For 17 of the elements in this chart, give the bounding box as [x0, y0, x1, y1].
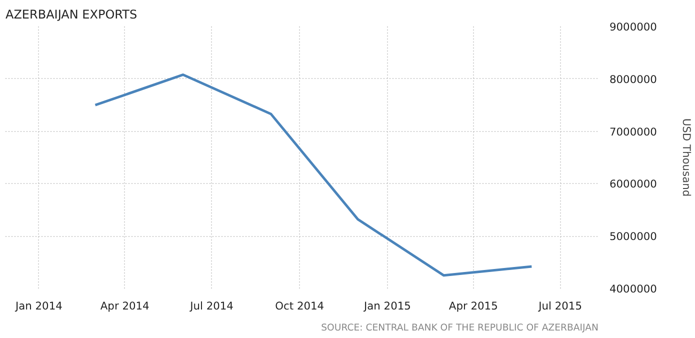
- y-tick-label: 5000000: [610, 230, 658, 244]
- x-tick-label: Apr 2014: [100, 300, 150, 312]
- x-tick-label: Jan 2015: [363, 300, 411, 312]
- line-series: [94, 73, 533, 277]
- x-tick-label: Apr 2015: [448, 300, 498, 312]
- y-tick-label: 4000000: [610, 282, 658, 296]
- y-tick-label: 8000000: [610, 72, 658, 86]
- y-tick-label: 7000000: [610, 125, 658, 138]
- x-tick-label: Jul 2015: [538, 300, 582, 312]
- y-tick-label: 6000000: [610, 178, 658, 191]
- source-note: SOURCE: CENTRAL BANK OF THE REPUBLIC OF AZERBAIJAN: [321, 322, 599, 334]
- y-tick-label: 9000000: [610, 20, 658, 34]
- chart-title: AZERBAIJAN EXPORTS: [6, 8, 138, 22]
- x-tick-label: Jan 2014: [14, 300, 63, 312]
- x-tick-label: Oct 2014: [275, 300, 324, 312]
- y-axis-title: USD Thousand: [680, 118, 693, 197]
- x-tick-label: Jul 2014: [189, 300, 234, 312]
